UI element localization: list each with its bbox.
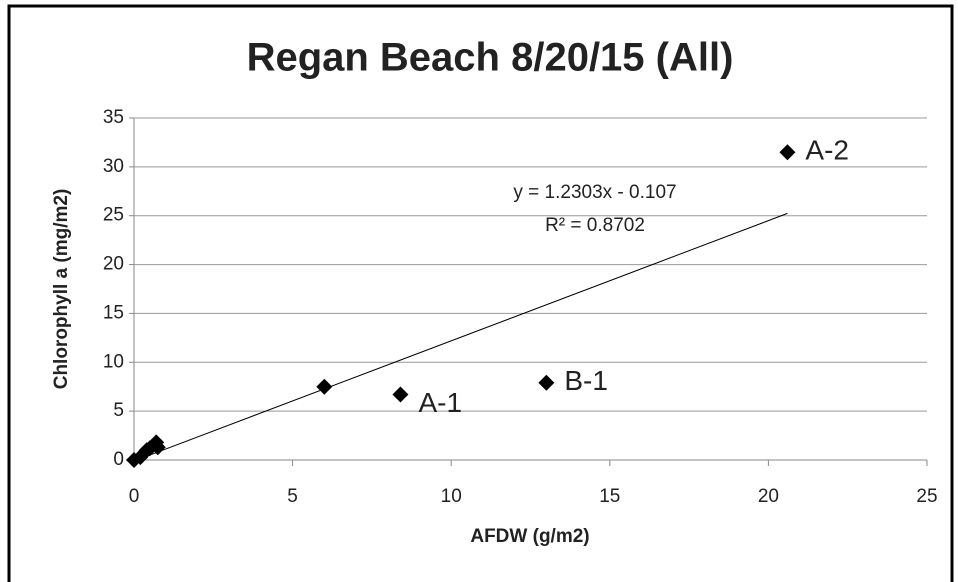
point <box>779 144 796 161</box>
point-label: A-1 <box>418 387 462 418</box>
x-tick-label: 20 <box>758 486 779 507</box>
chart-title: Regan Beach 8/20/15 (All) <box>247 36 734 80</box>
y-tick-label: 0 <box>113 449 124 470</box>
point <box>149 439 166 456</box>
x-tick-label: 25 <box>916 486 937 507</box>
y-tick-label: 5 <box>113 400 124 421</box>
y-tick-label: 20 <box>103 254 124 275</box>
point <box>316 378 333 395</box>
y-tick-label: 30 <box>103 156 124 177</box>
x-axis-label: AFDW (g/m2) <box>470 526 589 547</box>
x-tick-label: 15 <box>599 486 620 507</box>
point-label: A-2 <box>805 135 849 166</box>
y-tick-label: 25 <box>103 205 124 226</box>
y-tick-label: 10 <box>103 351 124 372</box>
y-axis-label: Chlorophyll a (mg/m2) <box>51 189 72 390</box>
point <box>538 374 555 391</box>
point <box>392 386 409 403</box>
point-label: B-1 <box>564 365 608 396</box>
trendline <box>133 212 788 462</box>
trendline-equation: y = 1.2303x - 0.107 <box>513 182 676 203</box>
x-tick-label: 10 <box>441 486 462 507</box>
x-tick-label: 5 <box>287 486 298 507</box>
frame <box>7 4 954 582</box>
x-tick-label: 0 <box>129 486 140 507</box>
trendline-r2: R² = 0.8702 <box>545 215 645 236</box>
y-tick-label: 15 <box>103 302 124 323</box>
y-tick-label: 35 <box>103 107 124 128</box>
